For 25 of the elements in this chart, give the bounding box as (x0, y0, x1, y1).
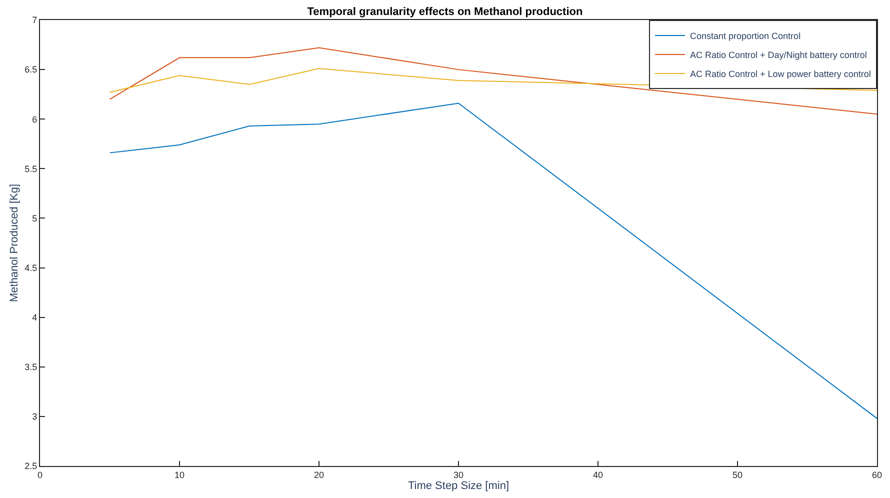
y-tick-label: 4 (32, 312, 38, 322)
chart-title: Temporal granularity effects on Methanol production (307, 6, 583, 18)
y-tick-label: 6 (32, 114, 38, 124)
legend-label: Constant proportion Control (690, 31, 801, 42)
legend-label: AC Ratio Control + Day/Night battery control (690, 50, 867, 60)
x-axis-title: Time Step Size [min] (408, 480, 510, 492)
y-tick-label: 3.5 (24, 362, 38, 372)
x-tick-label: 10 (174, 470, 185, 480)
y-tick-label: 3 (32, 412, 38, 422)
y-tick-label: 2.5 (24, 461, 38, 472)
x-tick-label: 30 (453, 470, 464, 480)
y-axis-title: Methanol Produced [Kg] (8, 184, 20, 302)
y-tick-label: 5.5 (24, 164, 38, 174)
x-tick-label: 40 (592, 470, 604, 480)
x-tick-label: 0 (37, 470, 43, 480)
x-tick-label: 20 (314, 470, 324, 480)
y-tick-label: 4.5 (24, 262, 38, 273)
y-tick-label: 5 (32, 213, 38, 224)
y-tick-label: 7 (32, 15, 38, 26)
y-tick-label: 6.5 (24, 64, 38, 75)
legend-label: AC Ratio Control + Low power battery control (690, 69, 871, 80)
line-series (109, 47, 877, 115)
x-tick-label: 50 (732, 470, 743, 480)
line-series (109, 102, 877, 419)
x-tick-label: 60 (872, 470, 882, 480)
